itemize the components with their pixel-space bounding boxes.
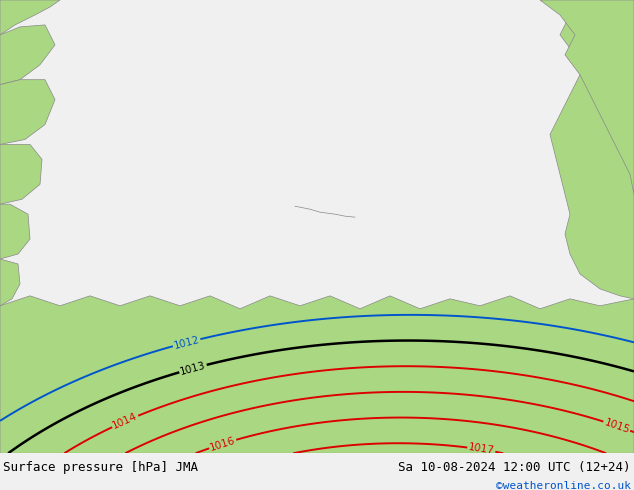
Polygon shape xyxy=(0,0,60,35)
Text: 1013: 1013 xyxy=(179,360,207,377)
Polygon shape xyxy=(550,0,634,299)
Text: 1012: 1012 xyxy=(172,334,200,351)
Text: Surface pressure [hPa] JMA: Surface pressure [hPa] JMA xyxy=(3,461,198,474)
Polygon shape xyxy=(0,25,55,85)
Polygon shape xyxy=(0,80,55,145)
Polygon shape xyxy=(540,0,634,194)
Text: Sa 10-08-2024 12:00 UTC (12+24): Sa 10-08-2024 12:00 UTC (12+24) xyxy=(398,461,631,474)
Text: 1014: 1014 xyxy=(111,412,139,431)
Polygon shape xyxy=(0,296,634,453)
Text: 1015: 1015 xyxy=(603,417,631,435)
Text: 1016: 1016 xyxy=(209,435,236,453)
Polygon shape xyxy=(0,145,42,204)
Polygon shape xyxy=(0,204,30,259)
Text: 1017: 1017 xyxy=(467,442,495,456)
Text: ©weatheronline.co.uk: ©weatheronline.co.uk xyxy=(496,481,631,490)
Polygon shape xyxy=(0,259,20,306)
